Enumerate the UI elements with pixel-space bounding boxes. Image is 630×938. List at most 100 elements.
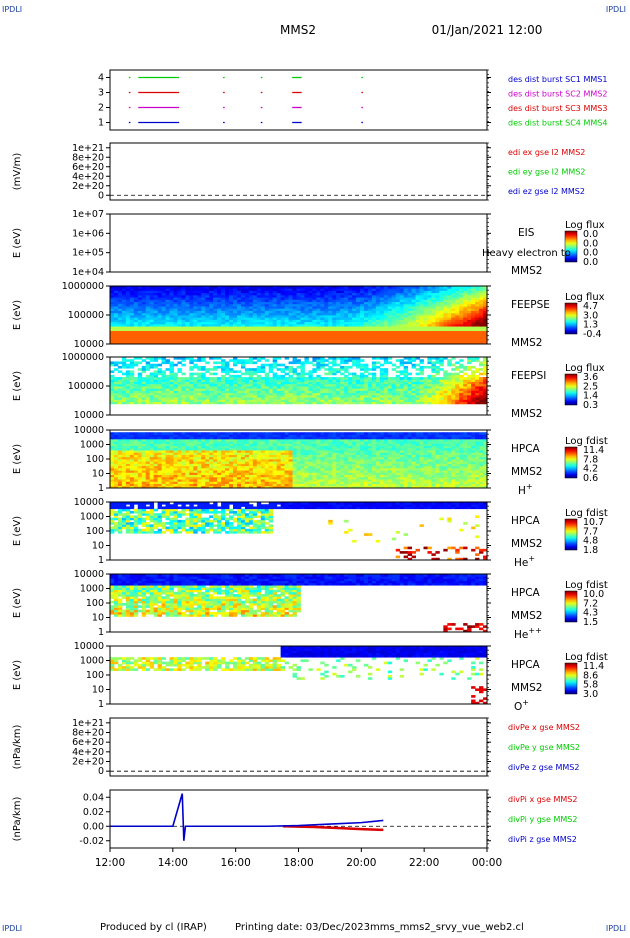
y-tick-label: 1e+05 xyxy=(72,248,104,259)
heatmap-cell xyxy=(134,361,138,364)
y-tick-label: 6e+20 xyxy=(72,162,104,173)
heatmap-cell xyxy=(277,364,281,367)
y-tick-label: 2 xyxy=(98,103,104,114)
heatmap-cell xyxy=(396,370,400,373)
heatmap-cell xyxy=(368,368,372,371)
heatmap-cell xyxy=(209,377,213,380)
heatmap-cell xyxy=(142,359,146,362)
heatmap-cell xyxy=(312,368,316,371)
heatmap-cell xyxy=(416,377,420,380)
heatmap-cell xyxy=(384,368,388,371)
panel-frame xyxy=(110,143,487,200)
heatmap-cell xyxy=(380,368,384,371)
heatmap-cell xyxy=(150,432,154,435)
heatmap-cell xyxy=(304,373,308,376)
heatmap-cell xyxy=(201,366,205,369)
heatmap-cell xyxy=(400,377,404,380)
heatmap-cell xyxy=(316,375,320,378)
heatmap-cell xyxy=(158,368,162,371)
heatmap-cell xyxy=(360,364,364,367)
heatmap-cell xyxy=(122,373,126,376)
heatmap-cell xyxy=(154,432,158,435)
legend-entry: edi ez gse l2 MMS2 xyxy=(508,187,585,196)
heatmap-cell xyxy=(158,377,162,380)
spacecraft-label: MMS2 xyxy=(511,265,542,277)
heatmap-cell xyxy=(297,366,301,369)
heatmap-cell xyxy=(372,361,376,364)
heatmap-cell xyxy=(269,377,273,380)
heatmap-cell xyxy=(166,368,170,371)
heatmap-cell xyxy=(229,359,233,362)
y-tick-label: 1000000 xyxy=(62,352,104,363)
heatmap-cell xyxy=(253,361,257,364)
heatmap-cell xyxy=(388,377,392,380)
heatmap-cell xyxy=(118,361,122,364)
heatmap-cell xyxy=(154,364,158,367)
heatmap-cell xyxy=(293,368,297,371)
heatmap-cell xyxy=(328,361,332,364)
spacecraft-label: MMS2 xyxy=(511,337,542,349)
heatmap-cell xyxy=(289,375,293,378)
heatmap-cell xyxy=(443,370,447,373)
heatmap-cell xyxy=(233,370,237,373)
heatmap-cell xyxy=(261,364,265,367)
heatmap-cell xyxy=(424,377,428,380)
heatmap-cell xyxy=(193,432,197,435)
heatmap-cell xyxy=(392,377,396,380)
heatmap-cell xyxy=(332,377,336,380)
heatmap-cell xyxy=(130,432,134,435)
heatmap-cell xyxy=(412,364,416,367)
legend-entry: des dist burst SC2 MMS2 xyxy=(508,90,607,99)
heatmap-cell xyxy=(177,368,181,371)
heatmap-cell xyxy=(439,377,443,380)
y-tick-label: 2e+20 xyxy=(72,181,104,192)
colorbar-tick-label: -0.4 xyxy=(583,329,602,340)
heatmap-cell xyxy=(396,359,400,362)
heatmap-cell xyxy=(297,373,301,376)
corner-label-bottom-right: IPDLI xyxy=(606,924,626,933)
y-tick-label: 1e+07 xyxy=(72,209,104,220)
heatmap-cell xyxy=(328,377,332,380)
heatmap-cell xyxy=(237,375,241,378)
y-tick-label: 8e+20 xyxy=(72,152,104,163)
heatmap-cell xyxy=(459,375,463,378)
heatmap-cell xyxy=(376,366,380,369)
heatmap-cell xyxy=(209,373,213,376)
heatmap-cell xyxy=(451,364,455,367)
overlay-label: Heavy electron to xyxy=(482,248,571,259)
corner-label-bottom-left: IPDLI xyxy=(2,924,22,933)
heatmap-cell xyxy=(467,366,471,369)
heatmap-cell xyxy=(281,375,285,378)
heatmap-cell xyxy=(217,432,221,435)
heatmap-cell xyxy=(225,361,229,364)
heatmap-cell xyxy=(138,373,142,376)
heatmap-cell xyxy=(150,373,154,376)
heatmap-cell xyxy=(392,364,396,367)
heatmap-cell xyxy=(126,359,130,362)
heatmap-cell xyxy=(416,373,420,376)
heatmap-cell xyxy=(114,377,118,380)
heatmap-cell xyxy=(293,377,297,380)
heatmap-cell xyxy=(189,366,193,369)
heatmap-cell xyxy=(146,432,150,435)
heatmap-cell xyxy=(427,366,431,369)
y-axis-label: E (eV) xyxy=(12,371,23,401)
y-tick-label: 1000000 xyxy=(62,281,104,292)
heatmap-cell xyxy=(455,366,459,369)
heatmap-cell xyxy=(297,359,301,362)
y-tick-label: 1e+21 xyxy=(72,143,104,154)
heatmap-cell xyxy=(420,366,424,369)
heatmap-cell xyxy=(213,373,217,376)
heatmap-cell xyxy=(241,359,245,362)
heatmap-cell xyxy=(177,432,181,435)
legend-entry: edi ex gse l2 MMS2 xyxy=(508,148,585,157)
heatmap-cell xyxy=(328,366,332,369)
heatmap-cell xyxy=(360,373,364,376)
heatmap-cell xyxy=(312,377,316,380)
heatmap-cell xyxy=(304,377,308,380)
heatmap-cell xyxy=(273,373,277,376)
datetime-title: 01/Jan/2021 12:00 xyxy=(432,23,543,37)
colorbar-tick-label: 0.0 xyxy=(583,257,598,268)
heatmap-cell xyxy=(447,373,451,376)
heatmap-cell xyxy=(408,377,412,380)
